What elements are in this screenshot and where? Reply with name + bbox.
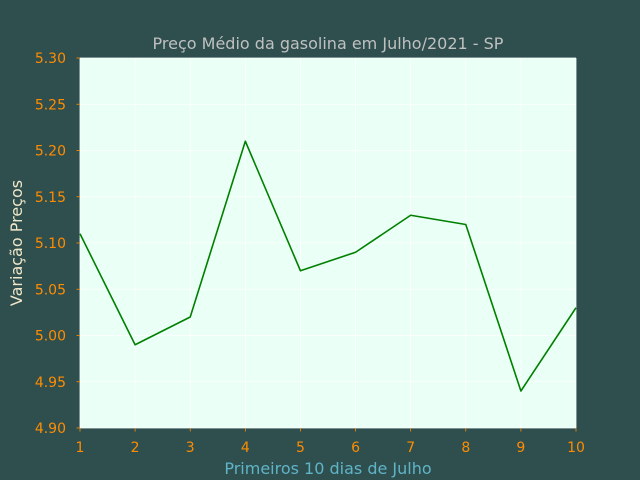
y-tick-label: 5.10 [35, 236, 66, 252]
y-tick-label: 5.20 [35, 144, 66, 160]
x-axis-ticks: 1 2 3 4 5 6 7 8 9 10 [76, 428, 585, 456]
y-tick-label: 4.95 [35, 375, 66, 391]
y-axis-ticks: 4.90 4.95 5.00 5.05 5.10 5.15 5.20 5.25 5.30 [35, 51, 80, 437]
series-layer [79, 140, 577, 392]
x-tick-label: 9 [516, 440, 525, 456]
grid-lines [79, 57, 577, 429]
x-tick-label: 10 [567, 440, 585, 456]
chart-title: Preço Médio da gasolina em Julho/2021 - … [153, 34, 504, 53]
x-tick-label: 5 [296, 440, 305, 456]
y-tick-label: 4.90 [35, 421, 66, 437]
x-tick-label: 6 [351, 440, 360, 456]
y-axis-label: Variação Preços [7, 180, 26, 306]
y-tick-label: 5.05 [35, 282, 66, 298]
y-tick-label: 5.15 [35, 190, 66, 206]
x-tick-label: 4 [241, 440, 250, 456]
x-tick-label: 7 [406, 440, 415, 456]
x-tick-label: 2 [131, 440, 140, 456]
y-tick-label: 5.30 [35, 51, 66, 67]
y-tick-label: 5.25 [35, 97, 66, 113]
x-axis-label: Primeiros 10 dias de Julho [224, 459, 431, 478]
x-tick-label: 1 [76, 440, 85, 456]
x-tick-label: 3 [186, 440, 195, 456]
x-tick-label: 8 [461, 440, 470, 456]
series-line [79, 140, 577, 392]
y-tick-label: 5.00 [35, 329, 66, 345]
